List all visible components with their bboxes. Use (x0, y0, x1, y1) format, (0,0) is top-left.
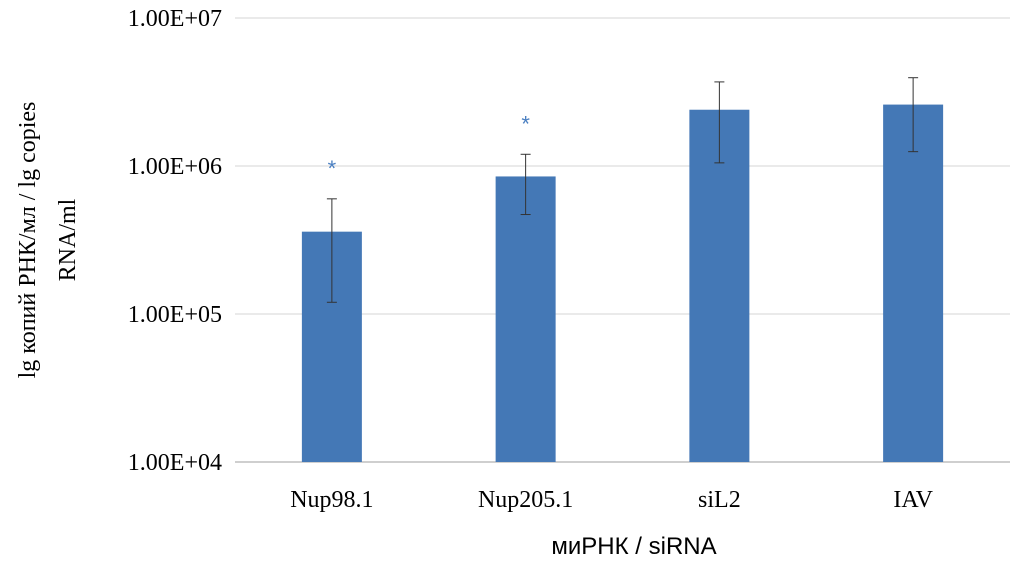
x-axis-label: миРНК / siRNA (551, 533, 716, 560)
y-axis-label-line-2: RNA/ml (55, 198, 81, 281)
y-axis-ticks: 1.00E+04 1.00E+05 1.00E+06 1.00E+07 (128, 6, 222, 476)
x-tick-label: Nup98.1 (290, 487, 373, 513)
gridlines (235, 17, 1010, 463)
y-tick-label: 1.00E+05 (128, 302, 222, 328)
bar (495, 176, 556, 463)
bars (301, 104, 944, 463)
significance-marker: * (521, 111, 530, 136)
bar (689, 109, 750, 463)
error-bars (326, 77, 919, 303)
y-tick-label: 1.00E+07 (128, 6, 222, 32)
y-tick-label: 1.00E+04 (128, 450, 222, 476)
x-tick-label: IAV (893, 487, 933, 513)
x-axis-ticks: Nup98.1 Nup205.1 siL2 IAV (290, 487, 933, 513)
y-axis-label-line-1: lg копий РНК/мл / lg copies (15, 102, 41, 379)
bar (883, 104, 944, 462)
x-tick-label: Nup205.1 (478, 487, 573, 513)
significance-markers: ** (328, 111, 531, 181)
significance-marker: * (328, 156, 337, 181)
y-axis-label: lg копий РНК/мл / lg copies RNA/ml (15, 102, 81, 379)
y-tick-label: 1.00E+06 (128, 154, 222, 180)
x-tick-label: siL2 (698, 487, 741, 513)
